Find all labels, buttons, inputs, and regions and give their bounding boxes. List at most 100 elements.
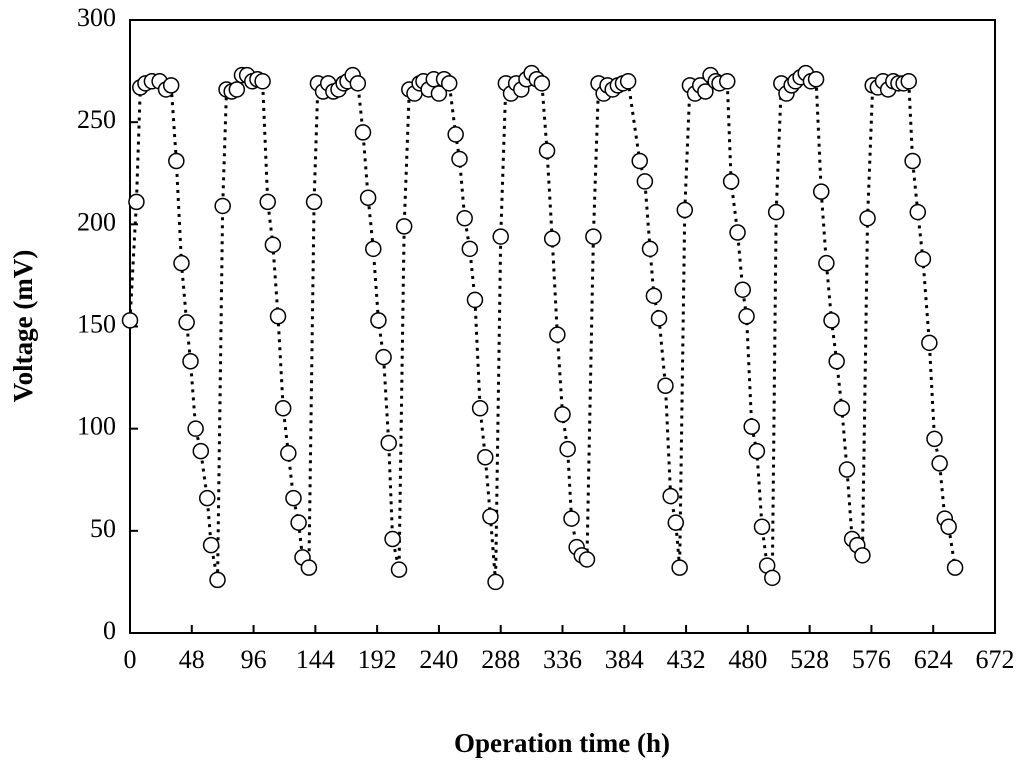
x-tick-label: 336 bbox=[543, 645, 582, 674]
data-point bbox=[538, 142, 556, 160]
data-point bbox=[168, 152, 185, 170]
data-point bbox=[290, 514, 307, 531]
y-tick-label: 0 bbox=[103, 616, 116, 645]
data-point bbox=[719, 73, 736, 90]
plot-frame bbox=[129, 19, 996, 634]
data-point bbox=[375, 348, 392, 366]
data-point bbox=[807, 71, 825, 88]
data-point bbox=[466, 291, 484, 309]
data-point bbox=[645, 287, 663, 305]
data-point bbox=[859, 209, 876, 227]
data-point bbox=[743, 418, 760, 435]
data-point bbox=[471, 399, 489, 417]
data-point bbox=[384, 530, 401, 548]
data-point bbox=[854, 547, 871, 564]
data-point bbox=[354, 124, 372, 141]
data-point bbox=[554, 406, 571, 423]
data-point bbox=[818, 254, 835, 272]
x-tick-label: 480 bbox=[728, 645, 767, 674]
data-point bbox=[162, 77, 180, 94]
data-point bbox=[946, 559, 964, 576]
y-axis-label: Voltage (mV) bbox=[8, 250, 38, 403]
data-point bbox=[667, 514, 685, 531]
data-point bbox=[533, 75, 551, 92]
data-point bbox=[202, 536, 220, 554]
data-point bbox=[641, 240, 659, 258]
data-point bbox=[559, 440, 576, 458]
data-point bbox=[662, 487, 679, 505]
y-tick-label: 150 bbox=[77, 309, 116, 338]
data-point bbox=[274, 399, 292, 417]
x-tick-label: 96 bbox=[241, 645, 267, 674]
y-tick-label: 300 bbox=[77, 3, 116, 32]
data-point bbox=[390, 561, 408, 578]
data-point bbox=[585, 228, 602, 245]
data-point bbox=[285, 489, 302, 507]
data-point bbox=[192, 442, 210, 460]
data-point bbox=[128, 193, 145, 211]
data-point bbox=[187, 420, 204, 437]
data-point bbox=[900, 73, 918, 90]
data-point bbox=[738, 308, 755, 325]
x-tick-label: 576 bbox=[852, 645, 891, 674]
data-point bbox=[650, 310, 668, 327]
data-point bbox=[767, 203, 785, 221]
data-point bbox=[430, 85, 448, 102]
data-point bbox=[456, 209, 473, 227]
x-axis-label: Operation time (h) bbox=[454, 728, 670, 758]
data-point bbox=[697, 83, 714, 100]
data-point bbox=[833, 399, 851, 417]
data-point bbox=[173, 254, 190, 272]
data-point bbox=[477, 449, 494, 466]
data-point bbox=[440, 75, 458, 92]
data-point bbox=[904, 152, 921, 170]
data-point bbox=[395, 218, 413, 235]
data-point bbox=[280, 444, 297, 462]
data-point bbox=[543, 230, 561, 247]
x-tick-label: 0 bbox=[124, 645, 137, 674]
data-point bbox=[264, 236, 282, 254]
data-point bbox=[359, 189, 377, 207]
x-tick-label: 48 bbox=[179, 645, 205, 674]
data-point bbox=[914, 250, 932, 268]
data-point bbox=[619, 73, 637, 90]
data-point bbox=[722, 173, 740, 190]
data-point bbox=[578, 551, 596, 568]
data-point bbox=[838, 461, 856, 478]
data-point bbox=[380, 434, 397, 452]
x-tick-label: 384 bbox=[605, 645, 644, 674]
data-line bbox=[128, 70, 957, 583]
data-point bbox=[926, 430, 943, 448]
data-point bbox=[447, 126, 464, 143]
data-point bbox=[259, 193, 276, 211]
data-point bbox=[254, 73, 271, 90]
data-point bbox=[198, 489, 216, 507]
data-point bbox=[753, 518, 771, 535]
data-point bbox=[823, 312, 840, 329]
data-point bbox=[931, 455, 948, 472]
data-point bbox=[214, 197, 231, 215]
x-tick-label: 240 bbox=[419, 645, 458, 674]
data-point bbox=[631, 152, 648, 170]
data-point bbox=[657, 377, 674, 395]
data-point bbox=[209, 571, 226, 589]
data-point bbox=[487, 573, 504, 591]
data-point bbox=[182, 352, 199, 370]
y-tick-label: 200 bbox=[77, 207, 116, 236]
data-point bbox=[940, 518, 957, 535]
y-tick-label: 100 bbox=[77, 412, 116, 441]
data-point bbox=[365, 240, 382, 258]
data-point bbox=[305, 193, 323, 211]
data-point bbox=[748, 442, 766, 460]
data-point bbox=[461, 240, 479, 258]
data-point bbox=[636, 173, 654, 190]
data-point bbox=[349, 75, 367, 92]
data-point bbox=[300, 559, 318, 576]
x-tick-label: 144 bbox=[296, 645, 335, 674]
data-point bbox=[178, 314, 195, 331]
data-point bbox=[921, 334, 938, 352]
y-tick-label: 250 bbox=[77, 105, 116, 134]
data-point bbox=[121, 312, 139, 329]
data-point bbox=[671, 559, 688, 576]
